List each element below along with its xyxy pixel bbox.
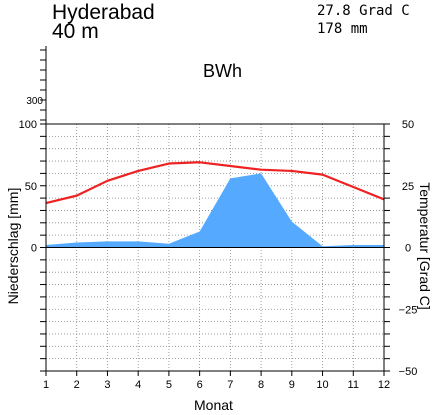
y-tick-label: 100 <box>19 119 37 131</box>
y2-tick-label: 25 <box>402 181 414 193</box>
x-tick-label: 6 <box>197 379 203 391</box>
station-name: Hyderabad <box>52 1 155 24</box>
mean-temperature: 27.8 Grad C <box>317 3 410 19</box>
temperature-line <box>45 161 385 205</box>
x-tick-label: 12 <box>378 379 390 391</box>
station-elevation: 40 m <box>52 20 99 43</box>
x-tick-label: 11 <box>348 379 359 391</box>
y2-tick-label: −50 <box>399 366 418 378</box>
y2-tick-label: 50 <box>402 119 414 131</box>
x-tick-label: 10 <box>316 379 328 391</box>
x-tick-label: 4 <box>135 379 141 391</box>
x-tick-label: 9 <box>289 379 295 391</box>
annual-precipitation: 178 mm <box>317 21 368 37</box>
climate-classification: BWh <box>203 61 243 81</box>
x-axis-label: Monat <box>194 397 233 413</box>
precipitation-area <box>46 173 384 248</box>
y-tick-label: 50 <box>25 181 37 193</box>
x-tick-label: 5 <box>166 379 172 391</box>
precipitation-axis-label: Niederschlag [mm] <box>5 187 21 305</box>
x-tick-label: 7 <box>227 379 233 391</box>
x-tick-label: 8 <box>258 379 264 391</box>
x-tick-label: 3 <box>104 379 110 391</box>
y-tick-label: 0 <box>31 243 37 255</box>
x-tick-label: 2 <box>74 379 80 391</box>
x-tick-label: 1 <box>43 379 49 391</box>
y2-tick-label: 0 <box>405 243 411 255</box>
upper-scale-label: 300 <box>26 96 43 107</box>
y2-tick-label: −25 <box>399 304 418 316</box>
temperature-axis-label: Temperatur [Grad C] <box>417 182 433 310</box>
